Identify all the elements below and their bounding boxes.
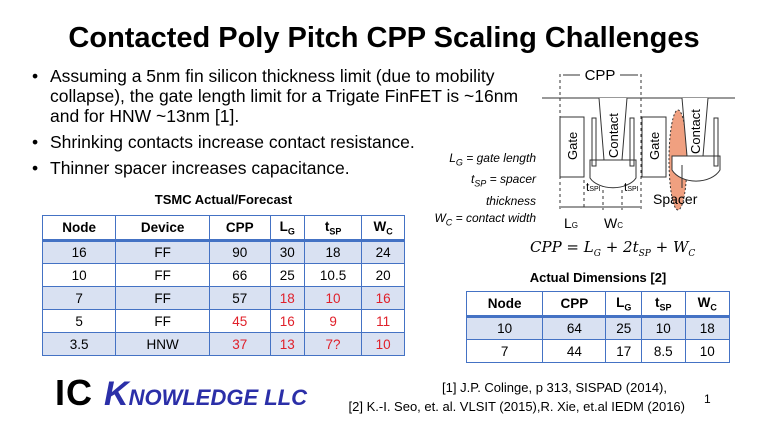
- table-cell: 37: [209, 332, 271, 356]
- table-row: 7 44 17 8.5 10: [465, 339, 731, 363]
- table-cell: 18: [684, 316, 731, 340]
- legend-tsp: tSP = spacer thickness: [470, 172, 536, 208]
- table-cell: FF: [115, 263, 211, 287]
- table-cell: 5: [41, 309, 117, 333]
- table-row: 10 64 25 10 18: [465, 316, 731, 340]
- cpp-label: CPP: [585, 67, 616, 84]
- actual-table-caption: Actual Dimensions [2]: [529, 270, 667, 285]
- col-header: tSP: [641, 291, 686, 318]
- table-cell: 7: [465, 339, 544, 363]
- tsmc-table: Node Device CPP LG tSP WC 16 FF 90 30 18 24 1…: [41, 215, 405, 356]
- col-header: CPP: [209, 215, 271, 242]
- col-header: WC: [361, 215, 405, 242]
- col-header: Node: [465, 291, 544, 318]
- table-cell: 10: [361, 332, 405, 356]
- table-cell: FF: [115, 286, 211, 310]
- table-cell: 17: [605, 339, 643, 363]
- tspi-label: tSPI: [586, 180, 601, 194]
- table-cell: 3.5: [41, 332, 117, 356]
- table-cell: 20: [361, 263, 405, 287]
- bullet-item: Shrinking contacts increase contact resi…: [30, 132, 550, 152]
- col-header: WC: [684, 291, 731, 318]
- table-cell: 13: [269, 332, 305, 356]
- table-cell: 10: [41, 263, 117, 287]
- table-cell: FF: [115, 309, 211, 333]
- table-cell: 90: [209, 240, 271, 264]
- table-cell: 25: [269, 263, 305, 287]
- table-cell: 16: [41, 240, 117, 264]
- bullet-item: Thinner spacer increases capacitance.: [30, 158, 550, 178]
- table-cell: 16: [269, 309, 305, 333]
- tsmc-table-caption: TSMC Actual/Forecast: [154, 192, 293, 207]
- table-cell: 18: [303, 240, 363, 264]
- page-number: 1: [704, 392, 711, 406]
- references: [1] J.P. Colinge, p 313, SISPAD (2014), …: [300, 378, 685, 416]
- col-header: LG: [269, 215, 305, 242]
- table-cell: 10: [684, 339, 731, 363]
- table-cell: 24: [361, 240, 405, 264]
- col-header: Node: [41, 215, 117, 242]
- table-cell: 10: [465, 316, 544, 340]
- contact-label: Contact: [606, 113, 621, 158]
- col-header: Device: [115, 215, 211, 242]
- table-cell: 8.5: [641, 339, 686, 363]
- actual-dimensions-table: Node CPP LG tSP WC 10 64 25 10 18 7 44 17 8.5 10: [465, 291, 731, 363]
- table-cell: 7: [41, 286, 117, 310]
- table-cell: 7?: [303, 332, 363, 356]
- table-cell: 30: [269, 240, 305, 264]
- spacer-label: Spacer: [653, 191, 698, 207]
- reference-1: [1] J.P. Colinge, p 313, SISPAD (2014),: [442, 380, 667, 395]
- reference-2: [2] K.-I. Seo, et. al. VLSIT (2015),R. X…: [348, 399, 685, 414]
- table-cell: 64: [542, 316, 607, 340]
- gate-label: Gate: [565, 132, 580, 160]
- table-cell: 10.5: [303, 263, 363, 287]
- symbol-legend: LG = gate length tSP = spacer thickness …: [420, 150, 536, 231]
- table-cell: 57: [209, 286, 271, 310]
- bullet-item: Assuming a 5nm fin silicon thickness lim…: [30, 66, 550, 126]
- table-row: 3.5 HNW 37 13 7? 10: [41, 332, 405, 356]
- lg-dim-label: LG: [564, 215, 578, 231]
- table-cell: 45: [209, 309, 271, 333]
- tspi-label: tSPI: [624, 180, 639, 194]
- cpp-diagram: CPP Gate Contact Gate Contact Spacer tSP…: [542, 67, 735, 231]
- table-cell: 10: [641, 316, 686, 340]
- table-row: 16 FF 90 30 18 24: [41, 240, 405, 264]
- table-cell: 11: [361, 309, 405, 333]
- contact-label: Contact: [688, 109, 703, 154]
- table-cell: 18: [269, 286, 305, 310]
- table-cell: 25: [605, 316, 643, 340]
- table-cell: FF: [115, 240, 211, 264]
- table-row: 10 FF 66 25 10.5 20: [41, 263, 405, 287]
- table-row: 7 FF 57 18 10 16: [41, 286, 405, 310]
- legend-lg: LG = gate length: [449, 151, 536, 168]
- slide-title: Contacted Poly Pitch CPP Scaling Challen…: [68, 22, 700, 54]
- cpp-formula: CPP = LG + 2tSP + WC: [530, 238, 696, 259]
- wc-dim-label: WC: [604, 215, 623, 231]
- table-cell: 44: [542, 339, 607, 363]
- table-cell: 9: [303, 309, 363, 333]
- table-cell: HNW: [115, 332, 211, 356]
- col-header: LG: [605, 291, 643, 318]
- table-cell: 66: [209, 263, 271, 287]
- table-cell: 16: [361, 286, 405, 310]
- gate-label: Gate: [647, 132, 662, 160]
- col-header: tSP: [303, 215, 363, 242]
- table-cell: 10: [303, 286, 363, 310]
- table-row: 5 FF 45 16 9 11: [41, 309, 405, 333]
- legend-wc: WC = contact width: [434, 210, 536, 228]
- ic-knowledge-logo: IC KNOWLEDGE LLC: [55, 372, 308, 413]
- bullet-list: Assuming a 5nm fin silicon thickness lim…: [30, 66, 550, 184]
- col-header: CPP: [542, 291, 607, 318]
